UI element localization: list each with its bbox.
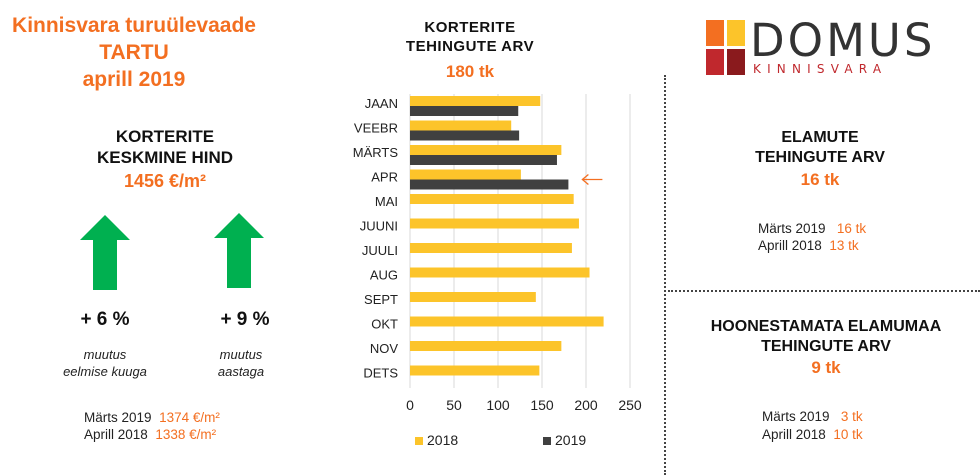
land-compare-row-1: Märts 2019 3 tk bbox=[762, 409, 863, 425]
category-label: SEPT bbox=[364, 292, 398, 307]
logo-square-3 bbox=[706, 49, 724, 75]
bar-2018 bbox=[410, 267, 590, 278]
avg-price-title-line1: KORTERITE bbox=[115, 127, 215, 146]
x-tick-label: 0 bbox=[406, 397, 414, 413]
bar-2019 bbox=[410, 106, 519, 116]
chart-title-line1: KORTERITE bbox=[424, 19, 516, 36]
houses-title: ELAMUTE TEHINGUTE ARV bbox=[700, 128, 940, 168]
change-year-percent: + 9 % bbox=[220, 309, 270, 330]
up-arrow-icon bbox=[214, 213, 264, 288]
land-title-line1: HOONESTAMATA ELAMUMAA bbox=[710, 318, 942, 335]
compare-label: Märts 2019 bbox=[84, 410, 152, 425]
houses-value: 16 tk bbox=[800, 170, 840, 189]
compare-label: Aprill 2018 bbox=[84, 427, 148, 442]
land-compare-row-2: Aprill 2018 10 tk bbox=[762, 427, 863, 443]
compare-label: Märts 2019 bbox=[758, 221, 826, 236]
bar-2018 bbox=[410, 120, 512, 131]
vertical-divider bbox=[664, 75, 666, 475]
avg-price-title-line2: KESKMINE HIND bbox=[96, 148, 233, 167]
bar-2018 bbox=[410, 365, 540, 376]
legend-label: 2019 bbox=[555, 432, 586, 448]
category-label: VEEBR bbox=[354, 121, 398, 136]
land-title: HOONESTAMATA ELAMUMAA TEHINGUTE ARV bbox=[676, 317, 976, 357]
houses-title-line2: TEHINGUTE ARV bbox=[755, 149, 885, 166]
report-title-line3: aprill 2019 bbox=[82, 68, 186, 91]
houses-compare-row-1: Märts 2019 16 tk bbox=[758, 221, 866, 237]
domus-logo: DOMUS KINNISVARA bbox=[706, 14, 951, 78]
compare-value: 3 tk bbox=[840, 409, 863, 424]
report-title: Kinnisvara turuülevaade TARTU aprill 201… bbox=[0, 12, 268, 93]
change-year-label: muutus aastaga bbox=[176, 346, 306, 380]
bar-2018 bbox=[410, 243, 572, 253]
legend-swatch bbox=[415, 437, 423, 445]
bar-2018 bbox=[410, 316, 604, 327]
apartment-transactions-chart: 0 50 100 150 200 250 JAAN VEEBR MÄRTS APR MAI JUUNI… bbox=[353, 94, 642, 448]
logo-square-2 bbox=[727, 20, 745, 46]
x-tick-label: 150 bbox=[530, 397, 554, 413]
avg-price-value: 1456 €/m² bbox=[123, 171, 207, 191]
compare-value: 16 tk bbox=[836, 221, 867, 236]
compare-value: 1374 €/m² bbox=[159, 410, 220, 425]
price-compare-row-2: Aprill 2018 1338 €/m² bbox=[84, 427, 216, 443]
avg-price-block: KORTERITE KESKMINE HIND 1456 €/m² bbox=[60, 126, 270, 194]
compare-value: 1338 €/m² bbox=[155, 427, 217, 442]
category-label: DETS bbox=[363, 366, 398, 381]
bar-2018 bbox=[410, 218, 579, 229]
category-label: MAI bbox=[375, 194, 398, 209]
bar-2019 bbox=[410, 179, 569, 190]
land-title-line2: TEHINGUTE ARV bbox=[761, 338, 891, 355]
x-tick-label: 250 bbox=[618, 397, 642, 413]
chart-title-line2: TEHINGUTE ARV bbox=[405, 38, 535, 55]
houses-title-line1: ELAMUTE bbox=[781, 129, 859, 146]
change-month-label-line1: muutus bbox=[83, 347, 127, 362]
legend-label: 2018 bbox=[427, 432, 458, 448]
category-label: AUG bbox=[370, 268, 398, 283]
bar-2018 bbox=[410, 145, 562, 155]
category-label: NOV bbox=[370, 341, 399, 356]
bar-2019 bbox=[410, 130, 520, 141]
bar-2018 bbox=[410, 292, 536, 302]
compare-label: Märts 2019 bbox=[762, 409, 830, 424]
highlight-arrowhead-icon bbox=[581, 174, 589, 185]
x-tick-label: 200 bbox=[574, 397, 598, 413]
bar-2018 bbox=[410, 96, 541, 106]
category-label: OKT bbox=[371, 317, 398, 332]
change-year-label-line2: aastaga bbox=[217, 364, 265, 379]
bar-2018 bbox=[410, 341, 562, 351]
logo-square-1 bbox=[706, 20, 724, 46]
bar-2018 bbox=[410, 194, 574, 204]
x-tick-label: 100 bbox=[486, 397, 510, 413]
change-year-label-line1: muutus bbox=[219, 347, 263, 362]
price-compare-row-1: Märts 2019 1374 €/m² bbox=[84, 410, 220, 426]
compare-value: 13 tk bbox=[829, 238, 859, 253]
logo-word: DOMUS bbox=[750, 14, 936, 67]
chart-title: KORTERITE TEHINGUTE ARV bbox=[400, 18, 540, 56]
compare-value: 10 tk bbox=[833, 427, 863, 442]
land-value: 9 tk bbox=[811, 358, 841, 377]
category-label: JUUNI bbox=[360, 219, 398, 234]
report-title-line2: TARTU bbox=[99, 41, 169, 64]
bar-2019 bbox=[410, 155, 557, 165]
change-month-percent: + 6 % bbox=[80, 309, 130, 330]
logo-square-4 bbox=[727, 49, 745, 75]
compare-label: Aprill 2018 bbox=[758, 238, 822, 253]
category-label: MÄRTS bbox=[353, 145, 399, 160]
change-month-label-line2: eelmise kuuga bbox=[63, 364, 147, 379]
category-label: JAAN bbox=[365, 96, 398, 111]
logo-subword: KINNISVARA bbox=[753, 62, 888, 76]
up-arrow-icon bbox=[80, 215, 130, 290]
report-title-line1: Kinnisvara turuülevaade bbox=[12, 14, 256, 37]
chart-total: 180 tk bbox=[445, 62, 495, 81]
horizontal-divider bbox=[668, 290, 980, 292]
domus-logo-mark-icon bbox=[706, 20, 745, 75]
category-label: APR bbox=[371, 170, 398, 185]
change-month-label: muutus eelmise kuuga bbox=[40, 346, 170, 380]
x-tick-label: 50 bbox=[446, 397, 462, 413]
compare-label: Aprill 2018 bbox=[762, 427, 826, 442]
legend-swatch bbox=[543, 437, 551, 445]
category-label: JUULI bbox=[362, 243, 398, 258]
houses-compare-row-2: Aprill 2018 13 tk bbox=[758, 238, 859, 254]
bar-2018 bbox=[410, 169, 521, 180]
